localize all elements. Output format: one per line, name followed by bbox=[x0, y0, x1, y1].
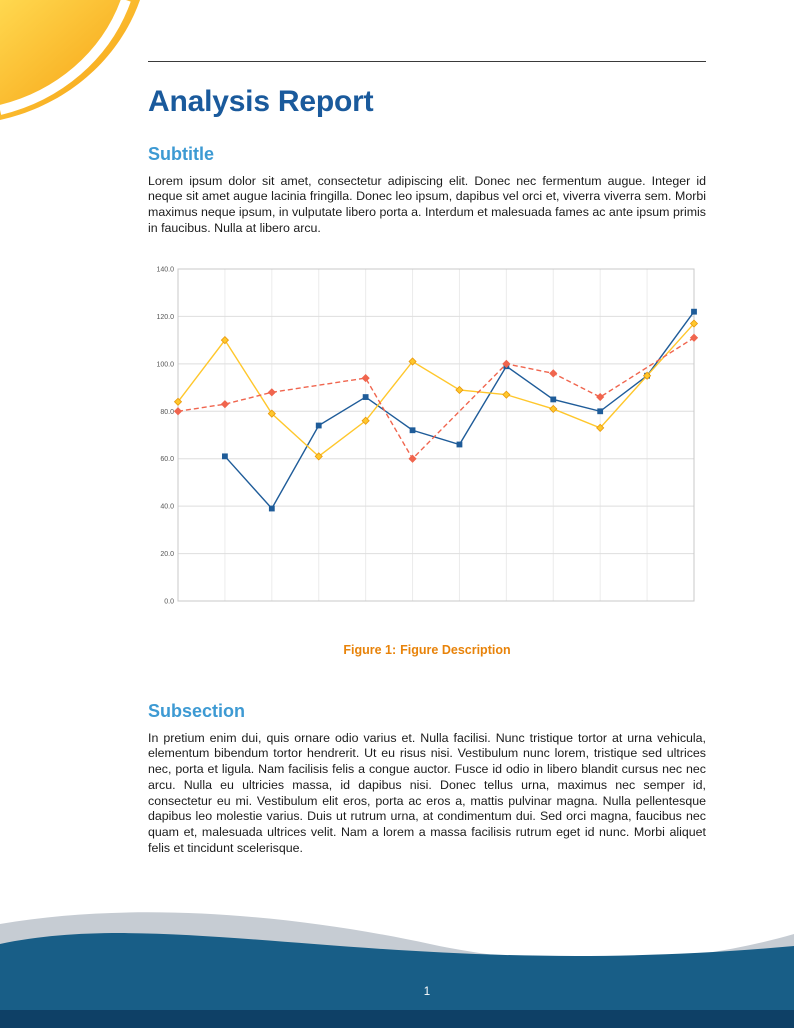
top-rule bbox=[148, 61, 706, 62]
svg-text:0.0: 0.0 bbox=[164, 598, 174, 605]
svg-text:20.0: 20.0 bbox=[160, 551, 174, 558]
svg-text:120.0: 120.0 bbox=[156, 313, 174, 320]
section-heading-subsection: Subsection bbox=[148, 700, 246, 721]
figure-caption-text: Figure Description bbox=[400, 642, 511, 657]
paragraph-subsection: In pretium enim dui, quis ornare odio va… bbox=[148, 730, 706, 855]
line-chart: 0.0 20.0 40.0 60.0 80.0 100.0 120.0 140.0 bbox=[156, 266, 698, 605]
page-title: Analysis Report bbox=[148, 85, 374, 118]
figure-chart: 0.0 20.0 40.0 60.0 80.0 100.0 120.0 140.0 Figur… bbox=[148, 261, 706, 657]
page-number: 1 bbox=[423, 986, 431, 998]
footer-wave-decoration bbox=[0, 912, 794, 1028]
figure-caption-label: Figure 1: bbox=[343, 642, 397, 657]
content-column: Analysis Report Subtitle Lorem ipsum dol… bbox=[148, 0, 706, 857]
svg-text:140.0: 140.0 bbox=[156, 266, 174, 273]
svg-text:40.0: 40.0 bbox=[160, 503, 174, 510]
section-heading-subtitle: Subtitle bbox=[148, 143, 214, 164]
corner-swoosh-decoration bbox=[0, 0, 140, 120]
paragraph-intro: Lorem ipsum dolor sit amet, consectetur … bbox=[148, 173, 706, 235]
svg-text:100.0: 100.0 bbox=[156, 361, 174, 368]
figure-caption: Figure 1: Figure Description bbox=[148, 643, 706, 657]
svg-text:80.0: 80.0 bbox=[160, 408, 174, 415]
svg-text:60.0: 60.0 bbox=[160, 456, 174, 463]
